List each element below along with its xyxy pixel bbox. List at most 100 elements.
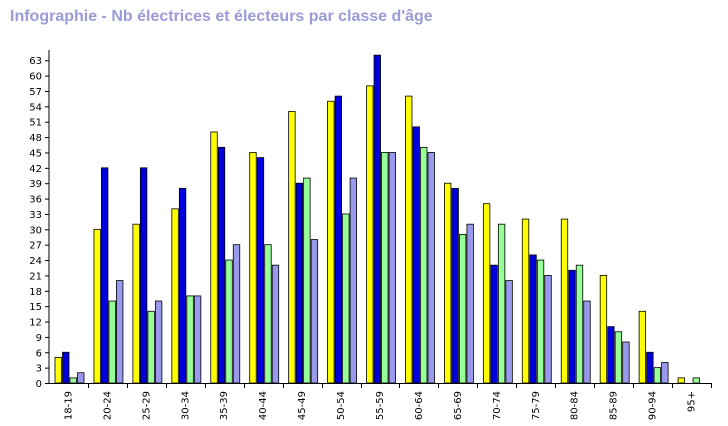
bar-45-49-s1 [288, 111, 296, 384]
bar-40-44-s4 [271, 264, 280, 384]
bar-25-29-s4 [154, 300, 163, 384]
bar-55-59-s3 [381, 152, 389, 384]
bar-85-89-s4 [622, 341, 630, 384]
bar-50-54-s1 [327, 100, 335, 384]
bar-30-34-s3 [186, 295, 194, 384]
bar-35-39-s4 [232, 244, 241, 384]
bar-80-84-s4 [583, 300, 591, 384]
bar-50-54-s4 [349, 177, 357, 384]
y-tick-label: 33 [29, 210, 42, 221]
bar-55-59-s2 [373, 54, 381, 384]
bar-35-39-s3 [225, 259, 233, 384]
bar-35-39-s1 [210, 131, 218, 384]
bar-18-19-s3 [69, 377, 77, 384]
bar-65-69-s4 [466, 223, 474, 384]
bar-20-24-s3 [108, 300, 116, 384]
bar-50-54-s3 [342, 213, 350, 384]
y-tick-label: 15 [29, 302, 42, 313]
bar-90-94-s3 [653, 367, 662, 384]
x-tick-label: 55-59 [375, 391, 386, 420]
bar-25-29-s2 [139, 167, 148, 384]
bar-45-49-s2 [295, 182, 304, 384]
y-tick-label: 60 [29, 72, 42, 83]
y-tick-label: 6 [36, 348, 42, 359]
y-tick-label: 63 [29, 56, 42, 67]
bar-18-19-s1 [54, 356, 62, 384]
y-tick-label: 30 [29, 225, 42, 236]
bar-85-89-s2 [607, 326, 615, 384]
x-tick-label: 75-79 [531, 391, 542, 420]
bar-90-94-s4 [661, 362, 669, 384]
y-tick-label: 12 [29, 318, 42, 329]
x-tick-label: 60-64 [414, 391, 425, 420]
plot-area [54, 54, 700, 384]
y-tick-label: 42 [29, 164, 42, 175]
bar-50-54-s2 [334, 95, 342, 384]
bar-18-19-s4 [77, 372, 85, 384]
bar-70-74-s1 [482, 203, 491, 384]
bar-70-74-s3 [497, 223, 506, 384]
y-tick-label: 24 [29, 256, 42, 267]
bar-30-34-s4 [193, 295, 202, 384]
bar-80-84-s1 [560, 218, 569, 384]
bar-40-44-s1 [249, 152, 257, 384]
x-tick-label: 18-19 [63, 391, 74, 420]
bar-90-94-s2 [646, 351, 654, 384]
bar-60-64-s1 [405, 95, 413, 384]
x-tick-label: 25-29 [141, 391, 152, 420]
x-tick-label: 40-44 [258, 391, 269, 420]
x-tick-label: 20-24 [102, 391, 113, 420]
y-tick-label: 57 [29, 87, 42, 98]
bar-20-24-s2 [101, 167, 109, 384]
bar-35-39-s2 [217, 146, 226, 384]
y-tick-label: 0 [36, 379, 42, 390]
bar-80-84-s3 [575, 264, 584, 384]
bar-65-69-s1 [444, 182, 452, 384]
x-tick-label: 30-34 [180, 391, 191, 420]
bar-95+-s1 [677, 377, 685, 384]
bar-45-49-s3 [303, 177, 311, 384]
bar-75-79-s4 [544, 275, 552, 384]
bar-75-79-s2 [529, 254, 537, 384]
bar-25-29-s3 [147, 310, 155, 384]
bar-95+-s3 [692, 377, 700, 384]
bar-20-24-s1 [93, 228, 101, 384]
bar-55-59-s4 [388, 152, 396, 384]
bar-75-79-s1 [521, 218, 530, 384]
y-tick-label: 48 [29, 133, 42, 144]
bar-65-69-s3 [459, 234, 467, 384]
bar-60-64-s4 [427, 152, 435, 384]
bar-30-34-s2 [178, 187, 187, 384]
x-tick-label: 45-49 [297, 391, 308, 420]
bar-55-59-s1 [366, 85, 374, 384]
x-tick-label: 50-54 [336, 391, 347, 420]
x-tick-label: 90-94 [648, 391, 659, 420]
bar-30-34-s1 [171, 208, 179, 384]
bar-75-79-s3 [536, 259, 545, 384]
bar-60-64-s2 [412, 126, 420, 384]
bar-25-29-s1 [132, 223, 140, 384]
x-tick-label: 80-84 [570, 391, 581, 420]
y-tick-label: 18 [29, 287, 42, 298]
y-tick-label: 45 [29, 148, 42, 159]
y-tick-label: 21 [29, 271, 42, 282]
bar-85-89-s1 [599, 275, 608, 384]
x-tick-label: 70-74 [492, 391, 503, 420]
y-tick-label: 27 [29, 241, 42, 252]
bar-40-44-s3 [264, 244, 272, 384]
y-tick-label: 54 [29, 102, 42, 113]
y-tick-label: 51 [29, 118, 42, 129]
bar-40-44-s2 [256, 157, 265, 384]
bar-60-64-s3 [420, 146, 428, 384]
bar-70-74-s4 [505, 280, 513, 384]
bar-45-49-s4 [310, 239, 319, 384]
y-tick-label: 3 [36, 364, 42, 375]
bar-20-24-s4 [116, 280, 124, 384]
x-tick-label: 65-69 [453, 391, 464, 420]
y-tick-label: 39 [29, 179, 42, 190]
y-tick-label: 9 [36, 333, 42, 344]
x-tick-label: 35-39 [219, 391, 230, 420]
bar-65-69-s2 [451, 187, 459, 384]
